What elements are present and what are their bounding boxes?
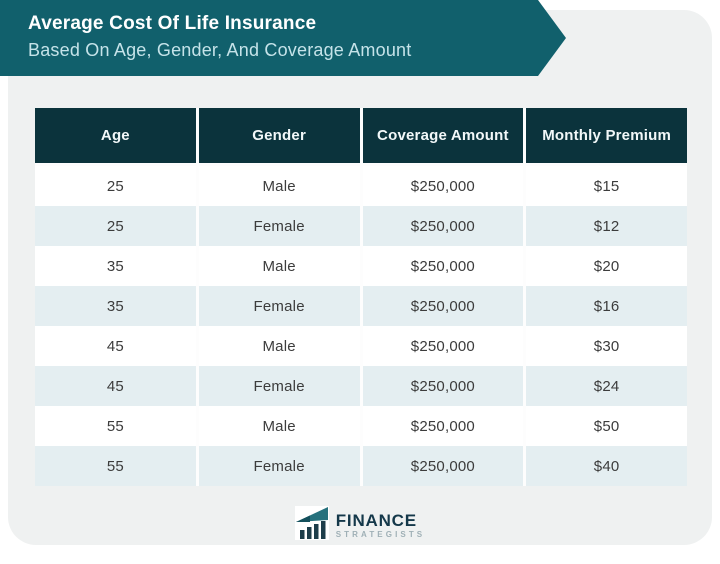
table-cell: $24 [526,366,687,406]
table-cell: Male [198,246,360,286]
table-cell: 55 [35,406,196,446]
logo-subtext: STRATEGISTS [335,529,426,539]
table-cell: $250,000 [362,366,524,406]
table-cell: $30 [526,326,687,366]
table-row: 55 Male $250,000 $50 [35,406,687,446]
table-cell: $250,000 [362,446,524,486]
table-cell: 25 [35,206,196,246]
logo-name: FINANCE [335,510,417,530]
table-row: 55 Female $250,000 $40 [35,446,687,486]
table-cell: Male [198,166,360,206]
title-banner: Average Cost Of Life Insurance Based On … [0,0,566,76]
table-cell: Female [198,366,360,406]
table-cell: Male [198,326,360,366]
table-row: 25 Female $250,000 $12 [35,206,687,246]
table-cell: 25 [35,166,196,206]
table-cell: $250,000 [362,326,524,366]
table-cell: $20 [526,246,687,286]
table-cell: $250,000 [362,246,524,286]
table-cell: 45 [35,326,196,366]
table-cell: Female [198,446,360,486]
table-cell: Female [198,206,360,246]
table-row: 35 Male $250,000 $20 [35,246,687,286]
table-body: 25 Male $250,000 $15 25 Female $250,000 $12 35 Ma… [35,166,687,486]
logo-text: FINANCE STRATEGISTS [335,510,426,540]
table-row: 25 Male $250,000 $15 [35,166,687,206]
finance-strategists-logo: FINANCE STRATEGISTS [0,506,720,545]
table-row: 45 Female $250,000 $24 [35,366,687,406]
table-cell: $50 [526,406,687,446]
table-row: 45 Male $250,000 $30 [35,326,687,366]
table-cell: 45 [35,366,196,406]
table-row: 35 Female $250,000 $16 [35,286,687,326]
table-cell: $40 [526,446,687,486]
table-cell: $16 [526,286,687,326]
column-header-coverage-amount: Coverage Amount [362,108,524,163]
table-cell: 35 [35,286,196,326]
table-cell: Female [198,286,360,326]
table-cell: $15 [526,166,687,206]
table-cell: $250,000 [362,286,524,326]
page-title: Average Cost Of Life Insurance [28,13,317,34]
table-cell: 35 [35,246,196,286]
table-cell: Male [198,406,360,446]
column-header-monthly-premium: Monthly Premium [526,108,687,163]
bar-chart-growth-icon [294,506,329,545]
insurance-cost-table: Age Gender Coverage Amount Monthly Premium … [35,108,687,486]
table-cell: $250,000 [362,206,524,246]
page-subtitle: Based On Age, Gender, And Coverage Amoun… [28,40,412,60]
table-cell: $12 [526,206,687,246]
table-cell: 55 [35,446,196,486]
column-header-gender: Gender [198,108,360,163]
column-header-age: Age [35,108,196,163]
table-cell: $250,000 [362,406,524,446]
table-header-row: Age Gender Coverage Amount Monthly Premium [35,108,687,166]
table-cell: $250,000 [362,166,524,206]
